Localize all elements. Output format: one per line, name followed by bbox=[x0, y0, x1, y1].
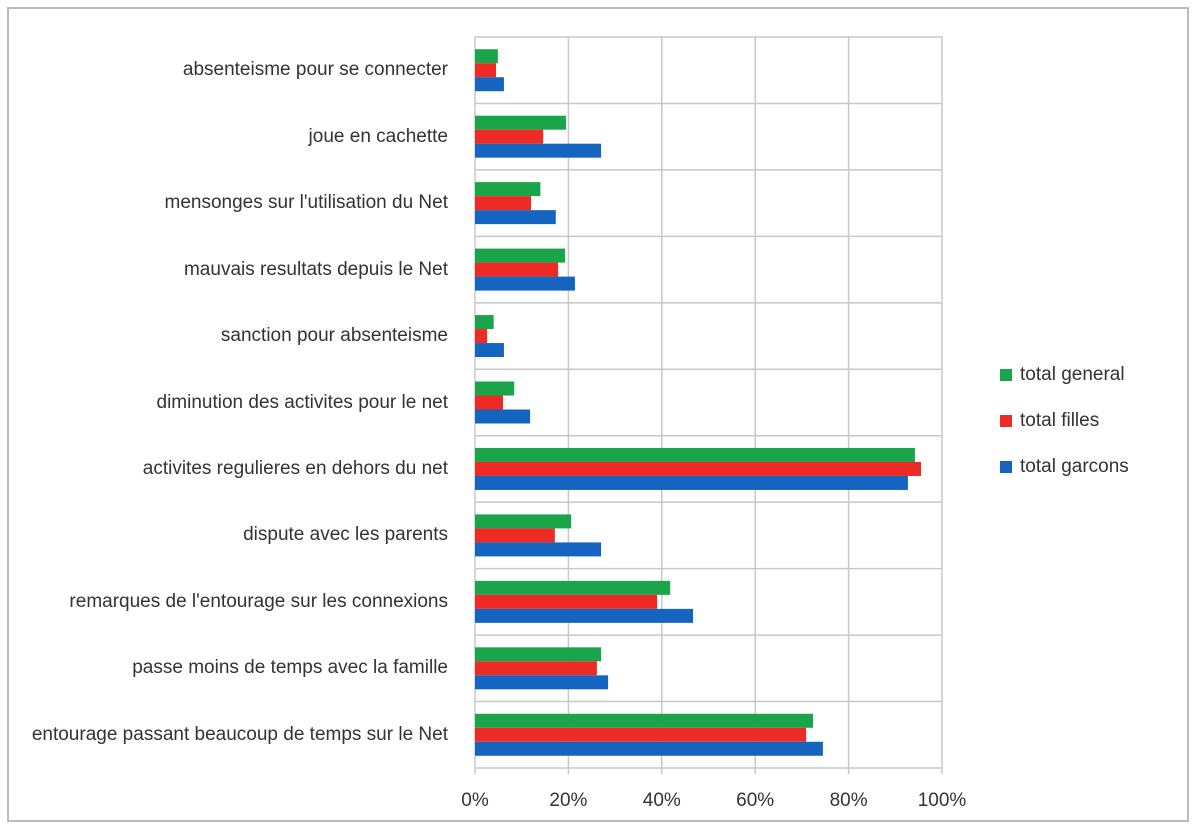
category-label-box: mensonges sur l'utilisation du Net bbox=[165, 187, 449, 219]
bar bbox=[475, 262, 559, 277]
category-label-box: passe moins de temps avec la famille bbox=[132, 652, 448, 684]
x-tick-label: 80% bbox=[830, 790, 868, 811]
category-label-box: activites regulieres en dehors du net bbox=[143, 453, 448, 485]
bar bbox=[475, 143, 602, 158]
x-tick-label: 0% bbox=[461, 790, 489, 811]
bar bbox=[475, 741, 823, 756]
bar bbox=[475, 129, 544, 144]
x-tick-label: 20% bbox=[549, 790, 587, 811]
category-label-box: dispute avec les parents bbox=[243, 519, 448, 551]
bar bbox=[475, 713, 814, 728]
bar bbox=[475, 594, 658, 609]
y-tick-label: absenteisme pour se connecter bbox=[182, 59, 448, 81]
category-label-box: mauvais resultats depuis le Net bbox=[184, 254, 448, 286]
x-tick-label: 60% bbox=[736, 790, 774, 811]
bar bbox=[475, 608, 694, 623]
bar bbox=[475, 461, 921, 476]
bar bbox=[475, 661, 597, 676]
bar bbox=[475, 276, 575, 291]
bar bbox=[475, 63, 497, 78]
y-tick-label: passe moins de temps avec la famille bbox=[132, 657, 448, 679]
y-tick-label: diminution des activites pour le net bbox=[156, 391, 449, 413]
bar bbox=[475, 210, 556, 225]
y-tick-label: joue en cachette bbox=[308, 125, 448, 147]
bar bbox=[475, 580, 671, 595]
category-label-box: entourage passant beaucoup de temps sur … bbox=[32, 719, 448, 751]
legend-label: total filles bbox=[1020, 410, 1099, 431]
legend-label: total garcons bbox=[1020, 456, 1129, 477]
category-label-box: remarques de l'entourage sur les connexi… bbox=[69, 586, 448, 618]
y-tick-label: entourage passant beaucoup de temps sur … bbox=[31, 723, 448, 745]
bar bbox=[475, 248, 566, 263]
bar bbox=[475, 315, 494, 330]
bar bbox=[475, 542, 602, 557]
category-label-box: sanction pour absenteisme bbox=[221, 320, 448, 352]
bar bbox=[475, 115, 567, 130]
bar bbox=[475, 343, 504, 358]
bar bbox=[475, 727, 807, 742]
legend-label: total general bbox=[1020, 364, 1125, 385]
x-tick-label: 40% bbox=[643, 790, 681, 811]
bar bbox=[475, 447, 915, 462]
x-tick-label: 100% bbox=[918, 790, 967, 811]
bar bbox=[475, 329, 488, 344]
bar bbox=[475, 395, 504, 410]
bar bbox=[475, 381, 515, 396]
y-tick-label: mauvais resultats depuis le Net bbox=[183, 258, 448, 280]
legend-swatch bbox=[1000, 369, 1012, 381]
legend-swatch bbox=[1000, 415, 1012, 427]
bar bbox=[475, 196, 532, 211]
bar bbox=[475, 409, 531, 424]
bar bbox=[475, 675, 609, 690]
bar bbox=[475, 49, 498, 64]
bar bbox=[475, 77, 504, 92]
category-label-box: absenteisme pour se connecter bbox=[183, 54, 448, 86]
category-label-box: joue en cachette bbox=[309, 121, 448, 153]
bar bbox=[475, 647, 602, 662]
y-tick-label: remarques de l'entourage sur les connexi… bbox=[69, 590, 448, 612]
category-label-box: diminution des activites pour le net bbox=[157, 387, 449, 419]
bar bbox=[475, 182, 541, 197]
bar bbox=[475, 514, 572, 529]
bar bbox=[475, 475, 908, 490]
y-tick-label: mensonges sur l'utilisation du Net bbox=[164, 192, 449, 214]
y-tick-label: dispute avec les parents bbox=[243, 524, 448, 546]
bar bbox=[475, 528, 555, 543]
y-tick-label: activites regulieres en dehors du net bbox=[142, 457, 448, 479]
legend-swatch bbox=[1000, 461, 1012, 473]
y-tick-label: sanction pour absenteisme bbox=[220, 325, 448, 347]
